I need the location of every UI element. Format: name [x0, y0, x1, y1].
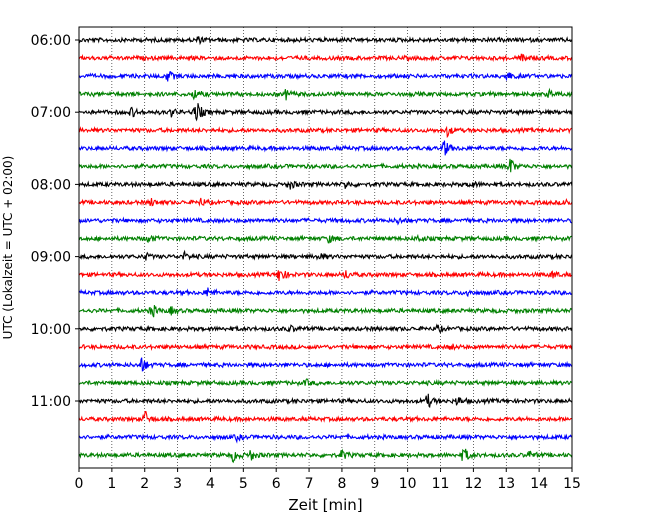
- x-tick-label: 14: [530, 476, 548, 492]
- trace-0645: [78, 87, 573, 101]
- trace-0615: [78, 53, 573, 63]
- x-tick-label: 3: [173, 476, 182, 492]
- trace-0830: [78, 216, 573, 226]
- trace-0730: [78, 140, 573, 156]
- trace-1100: [78, 393, 573, 409]
- x-tick-label: 11: [432, 476, 450, 492]
- trace-0845: [78, 233, 573, 244]
- trace-0745: [78, 158, 573, 173]
- x-tick-label: 2: [140, 476, 149, 492]
- trace-1045: [78, 378, 573, 388]
- trace-0700: [78, 103, 573, 122]
- trace-1130: [78, 432, 573, 444]
- x-tick-label: 5: [239, 476, 248, 492]
- y-tick-label: 07:00: [31, 105, 71, 121]
- y-axis: 06:00 07:00 08:00 09:00 10:00 11:00: [31, 33, 79, 410]
- x-tick-label: 7: [305, 476, 314, 492]
- x-tick-label: 4: [206, 476, 215, 492]
- y-tick-label: 10:00: [31, 322, 71, 338]
- x-tick-label: 6: [272, 476, 281, 492]
- trace-1015: [78, 342, 573, 352]
- trace-0815: [78, 197, 573, 207]
- y-axis-label: UTC (Lokalzeit = UTC + 02:00): [1, 156, 15, 340]
- trace-0930: [78, 287, 573, 298]
- x-axis-label: Zeit [min]: [288, 496, 362, 514]
- trace-1115: [78, 410, 573, 424]
- y-tick-label: 11:00: [31, 394, 71, 410]
- x-tick-label: 13: [497, 476, 515, 492]
- trace-0600: [78, 35, 573, 46]
- plot-frame: [78, 26, 573, 469]
- y-tick-label: 09:00: [31, 250, 71, 266]
- trace-1030: [78, 357, 573, 372]
- trace-0630: [78, 71, 573, 82]
- trace-0800: [78, 180, 573, 190]
- trace-0715: [78, 125, 573, 139]
- x-tick-label: 1: [107, 476, 116, 492]
- y-tick-label: 06:00: [31, 33, 71, 49]
- x-tick-label: 12: [464, 476, 482, 492]
- x-tick-label: 8: [337, 476, 346, 492]
- x-tick-label: 0: [75, 476, 84, 492]
- x-tick-label: 15: [563, 476, 581, 492]
- trace-1145: [78, 448, 573, 464]
- x-tick-label: 9: [370, 476, 379, 492]
- trace-0945: [78, 305, 573, 318]
- trace-0900: [78, 249, 573, 261]
- trace-group: [78, 35, 573, 464]
- y-tick-label: 08:00: [31, 177, 71, 193]
- x-axis: 0 1 2 3 4 5 6 7 8 9 10 11 12 13 14 15: [75, 468, 581, 492]
- trace-0915: [78, 270, 573, 282]
- x-tick-label: 10: [399, 476, 417, 492]
- trace-1000: [78, 323, 573, 334]
